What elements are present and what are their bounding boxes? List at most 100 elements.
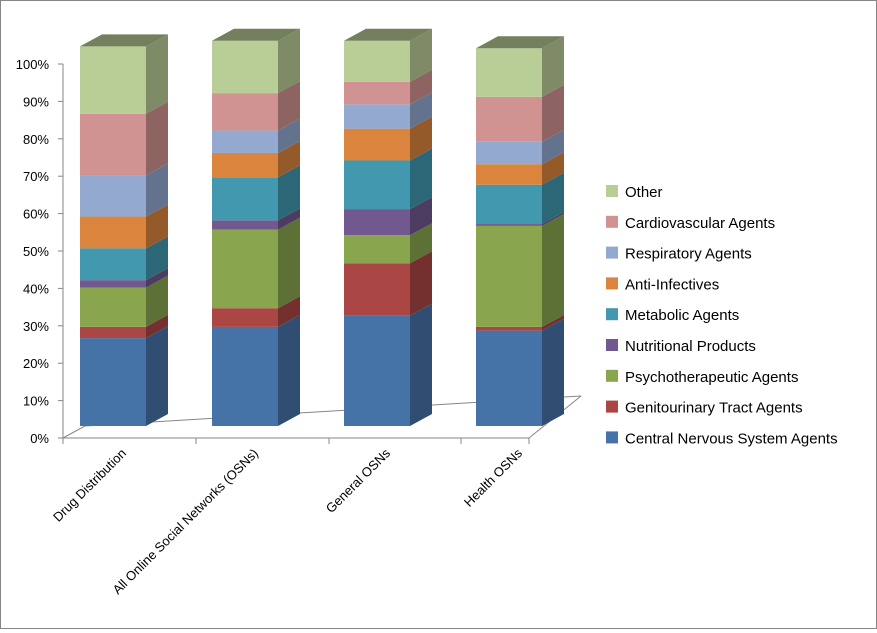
legend: Other Cardiovascular Agents Respiratory Ag… xyxy=(606,184,838,447)
legend-item: Nutritional Products xyxy=(606,338,756,355)
bar-stack xyxy=(344,28,432,426)
bar-segment-side xyxy=(146,268,168,288)
bar-segment-front xyxy=(344,263,410,316)
legend-swatch xyxy=(606,277,618,290)
bar-segment-top xyxy=(344,28,432,41)
legend-label: Psychotherapeutic Agents xyxy=(625,369,798,386)
legend-label: Other xyxy=(625,184,663,201)
bar-segment-front xyxy=(212,152,278,178)
x-category-label: General OSNs xyxy=(323,445,394,516)
bar-segment-front xyxy=(212,40,278,94)
bar-segment-top xyxy=(80,34,168,47)
legend-item: Respiratory Agents xyxy=(606,246,752,263)
bar-stack xyxy=(80,34,168,426)
legend-swatch xyxy=(606,308,618,321)
bar-segment-side xyxy=(410,92,432,129)
legend-item: Cardiovascular Agents xyxy=(606,215,775,232)
x-category-label: Drug Distribution xyxy=(50,446,129,525)
x-category-label: All Online Social Networks (OSNs) xyxy=(110,446,262,598)
bar-segment-side xyxy=(542,212,564,226)
bar-segment-side xyxy=(278,140,300,178)
bar-segment-front xyxy=(212,220,278,230)
legend-label: Central Nervous System Agents xyxy=(625,430,838,447)
bar-segment-front xyxy=(212,130,278,153)
bar-segment-side xyxy=(146,236,168,281)
bar-segment-side xyxy=(542,84,564,142)
bar-segment-side xyxy=(146,101,168,176)
bar-segment-side xyxy=(278,118,300,153)
bar-segment-side xyxy=(278,296,300,327)
bar-segment-front xyxy=(80,248,146,281)
bar-segment-side xyxy=(410,223,432,264)
bar-segment-side xyxy=(278,81,300,131)
legend-label: Cardiovascular Agents xyxy=(625,215,775,232)
y-tick-label: 0% xyxy=(30,431,49,446)
bar-segment-side xyxy=(146,163,168,217)
y-tick-label: 80% xyxy=(23,132,49,147)
y-tick-label: 60% xyxy=(23,207,49,222)
bar-segment-side xyxy=(542,172,564,225)
y-tick-label: 40% xyxy=(23,281,49,296)
bar-segment-front xyxy=(344,104,410,129)
bar-segment-front xyxy=(212,308,278,327)
bar-stack xyxy=(212,28,300,426)
bar-segment-front xyxy=(476,326,542,331)
legend-item: Metabolic Agents xyxy=(606,307,739,324)
bar-segment-side xyxy=(410,148,432,210)
y-tick-label: 70% xyxy=(23,169,49,184)
bar-segment-side xyxy=(542,314,564,331)
bar-segment-side xyxy=(542,129,564,165)
bar-segment-top xyxy=(476,36,564,49)
bar-segment-side xyxy=(146,314,168,339)
legend-item: Anti-Infectives xyxy=(606,276,719,293)
bar-segment-side xyxy=(146,204,168,249)
bar-segment-front xyxy=(344,128,410,161)
legend-label: Respiratory Agents xyxy=(625,246,752,263)
y-tick-label: 90% xyxy=(23,94,49,109)
bar-segment-side xyxy=(410,28,432,82)
bar-segment-front xyxy=(80,113,146,176)
bar-segment-front xyxy=(212,177,278,221)
bar-stack xyxy=(476,36,564,426)
bar-segment-side xyxy=(278,28,300,94)
legend-label: Metabolic Agents xyxy=(625,307,739,324)
legend-label: Anti-Infectives xyxy=(625,276,719,293)
bar-segment-front xyxy=(476,96,542,142)
bar-segment-top xyxy=(212,28,300,41)
y-tick-label: 30% xyxy=(23,319,49,334)
legend-swatch xyxy=(606,431,618,444)
bar-segment-side xyxy=(410,251,432,316)
bar-segment-front xyxy=(344,81,410,105)
bar-segment-side xyxy=(542,318,564,426)
bar-segment-front xyxy=(212,229,278,309)
bar-segment-side xyxy=(146,34,168,114)
bar-segment-front xyxy=(476,48,542,97)
bar-segment-front xyxy=(80,280,146,288)
bar-segment-front xyxy=(80,216,146,249)
bar-segment-front xyxy=(344,40,410,82)
bar-segment-side xyxy=(146,326,168,426)
y-tick-label: 10% xyxy=(23,394,49,409)
bar-segment-front xyxy=(476,330,542,426)
bar-segment-side xyxy=(146,275,168,327)
bar-segment-side xyxy=(278,314,300,426)
legend-label: Nutritional Products xyxy=(625,338,756,355)
legend-swatch xyxy=(606,215,618,228)
bar-segment-side xyxy=(278,208,300,230)
legend-item: Genitourinary Tract Agents xyxy=(606,400,803,417)
bar-segment-side xyxy=(410,303,432,426)
bar-segment-side xyxy=(542,213,564,327)
legend-item: Other xyxy=(606,184,663,201)
bar-segment-front xyxy=(476,225,542,327)
bar-segment-side xyxy=(542,36,564,97)
legend-swatch xyxy=(606,246,618,259)
bar-segment-front xyxy=(476,184,542,225)
bar-segment-front xyxy=(80,326,146,339)
bar-segment-side xyxy=(278,217,300,309)
bar-segment-front xyxy=(476,224,542,226)
axis-layer: 0% 10% 20% 30% 40% 50% 60% 70% 80% 90% 100% xyxy=(16,57,582,446)
y-tick-label: 50% xyxy=(23,244,49,259)
bar-segment-front xyxy=(80,287,146,327)
